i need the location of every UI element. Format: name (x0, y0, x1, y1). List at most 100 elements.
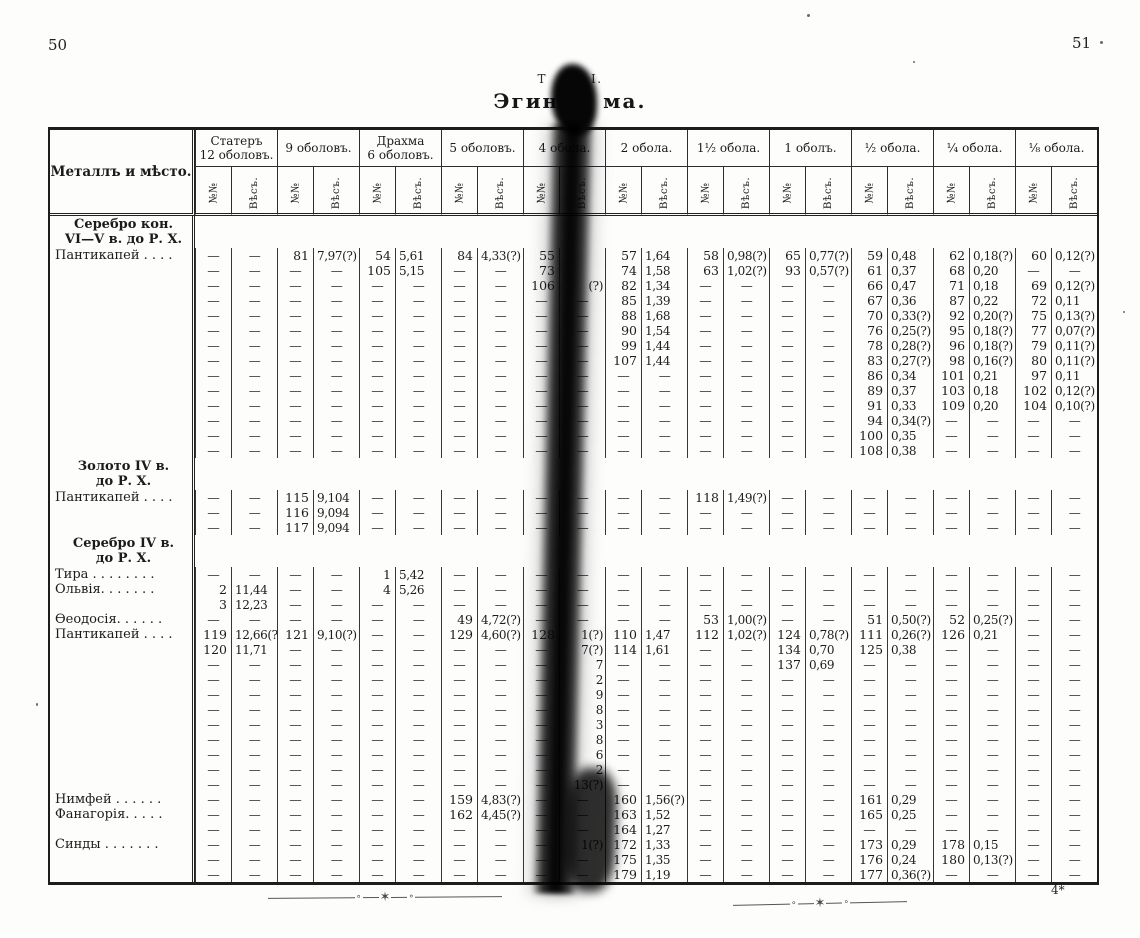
cell-coin-weight: — (1051, 505, 1097, 520)
cell-coin-weight: — (313, 597, 359, 612)
table-row: — — — — — — — — —6— — — — — — — — — — — — (50, 747, 1097, 762)
cell-coin-number: — (359, 308, 395, 323)
cell-coin-weight: — (887, 702, 933, 717)
cell-coin-weight: — (313, 308, 359, 323)
cell-coin-weight: — (805, 308, 851, 323)
cell-coin-weight: 0,12(?) (1051, 278, 1097, 293)
row-label (50, 732, 195, 747)
cell-coin-weight: — (723, 323, 769, 338)
cell-coin-weight: — (723, 505, 769, 520)
cell-coin-weight: — (723, 852, 769, 867)
rotated-subheader-label: Вѣсъ. (494, 176, 507, 209)
section-heading-line: Серебро IV в. (72, 536, 175, 551)
cell-coin-number: — (769, 807, 805, 822)
cell-coin-weight: 0,38 (887, 642, 933, 657)
cell-coin-number: — (851, 702, 887, 717)
cell-coin-number: — (687, 597, 723, 612)
cell-coin-number: — (359, 428, 395, 443)
rotated-subheader-label: №№ (371, 182, 384, 203)
cell-coin-weight: — (723, 520, 769, 535)
cell-coin-number: — (769, 612, 805, 627)
row-label (50, 672, 195, 687)
empty-cell (277, 535, 313, 567)
cell-coin-number: — (523, 323, 559, 338)
cell-coin-number: 137 (769, 657, 805, 672)
number-subheader: №№ (1015, 167, 1052, 216)
empty-cell (395, 458, 441, 490)
cell-coin-number: — (687, 717, 723, 732)
cell-coin-weight: — (805, 520, 851, 535)
cell-coin-number: — (769, 792, 805, 807)
cell-coin-number: 124 (769, 627, 805, 642)
cell-coin-number: 109 (933, 398, 969, 413)
cell-coin-number: — (277, 582, 313, 597)
cell-coin-number: — (933, 413, 969, 428)
cell-coin-weight: 4,33(?) (477, 248, 523, 263)
cell-coin-weight: — (395, 597, 441, 612)
cell-coin-number: — (933, 443, 969, 458)
row-label: Фанагорія. . . . . (50, 807, 195, 822)
cell-coin-weight: — (641, 368, 687, 383)
cell-coin-weight: 0,29 (887, 792, 933, 807)
empty-cell (769, 535, 805, 567)
cell-coin-number: — (933, 702, 969, 717)
cell-coin-number: 93 (769, 263, 805, 278)
cell-coin-number: 98 (933, 353, 969, 368)
cell-coin-weight: — (231, 490, 277, 505)
rotated-subheader-label: №№ (453, 182, 466, 203)
cell-coin-weight: — (641, 413, 687, 428)
cell-coin-weight (559, 263, 605, 278)
cell-coin-number: — (687, 822, 723, 837)
cell-coin-number: — (687, 323, 723, 338)
cell-coin-weight: — (887, 567, 933, 582)
cell-coin-number: — (523, 867, 559, 882)
cell-coin-weight: — (313, 567, 359, 582)
cell-coin-number: — (277, 672, 313, 687)
cell-coin-weight: 1,35 (641, 852, 687, 867)
cell-coin-number: — (359, 777, 395, 792)
cell-coin-number: 63 (687, 263, 723, 278)
cell-coin-weight: 6 (559, 747, 605, 762)
cell-coin-number: — (195, 248, 231, 263)
cell-coin-weight: 4,45(?) (477, 807, 523, 822)
cell-coin-weight: — (231, 822, 277, 837)
cell-coin-number: — (523, 747, 559, 762)
cell-coin-weight: — (641, 777, 687, 792)
cell-coin-number: — (523, 792, 559, 807)
denomination-header-2: Драхма 6 оболовъ. (359, 130, 441, 167)
weight-subheader: Вѣсъ. (641, 167, 687, 216)
cell-coin-number: — (195, 792, 231, 807)
cell-coin-number: — (769, 308, 805, 323)
cell-coin-number: 89 (851, 383, 887, 398)
cell-coin-number: — (441, 597, 477, 612)
cell-coin-number: 107 (605, 353, 641, 368)
cell-coin-weight: — (969, 777, 1015, 792)
cell-coin-weight: — (723, 837, 769, 852)
denomination-header-7: 1 оболъ. (769, 130, 852, 167)
cell-coin-weight: — (313, 762, 359, 777)
empty-cell (1015, 535, 1051, 567)
cell-coin-weight: — (395, 323, 441, 338)
cell-coin-number: 83 (851, 353, 887, 368)
cell-coin-weight: 9,094 (313, 505, 359, 520)
cell-coin-number: — (605, 762, 641, 777)
cell-coin-weight: — (887, 777, 933, 792)
cell-coin-weight: — (477, 837, 523, 852)
scan-speck (1123, 311, 1125, 313)
rotated-subheader-label: №№ (699, 182, 712, 203)
cell-coin-weight: — (805, 747, 851, 762)
cell-coin-weight: — (313, 413, 359, 428)
cell-coin-weight: — (559, 308, 605, 323)
cell-coin-number: — (523, 702, 559, 717)
table-row: Синды . . . . . . . — — — — — — — — —1(?) 172 1,33—… (50, 837, 1097, 852)
cell-coin-number: — (605, 505, 641, 520)
empty-cell (805, 535, 851, 567)
cell-coin-number: 59 (851, 248, 887, 263)
cell-coin-weight: — (313, 263, 359, 278)
cell-coin-weight: 12,23 (231, 597, 277, 612)
cell-coin-number: — (933, 428, 969, 443)
cell-coin-number: — (605, 717, 641, 732)
row-label (50, 443, 195, 458)
page-title-left-fragment: Эгин (493, 89, 560, 113)
row-label (50, 867, 195, 882)
